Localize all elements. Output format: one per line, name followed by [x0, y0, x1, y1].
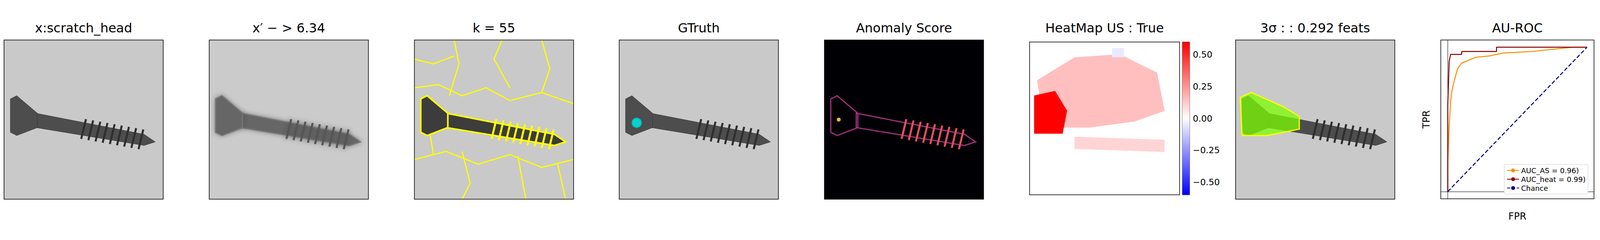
svg-text:HeatMap US : True: HeatMap US : True: [1045, 20, 1164, 36]
svg-text:x:scratch_head: x:scratch_head: [34, 20, 132, 36]
svg-text:TPR: TPR: [1420, 110, 1432, 130]
svg-text:−0.50: −0.50: [1192, 177, 1220, 188]
svg-text:0.50: 0.50: [1192, 49, 1213, 60]
svg-text:0.25: 0.25: [1192, 81, 1213, 92]
svg-text:3σ : : 0.292 feats: 3σ : : 0.292 feats: [1260, 20, 1370, 36]
svg-text:−0.25: −0.25: [1192, 145, 1220, 156]
svg-text:AU-ROC: AU-ROC: [1492, 20, 1543, 36]
svg-text:Chance: Chance: [1521, 184, 1548, 193]
svg-text:GTruth: GTruth: [678, 20, 720, 36]
svg-text:0.00: 0.00: [1192, 113, 1213, 124]
svg-text:AUC_heat = 0.99): AUC_heat = 0.99): [1521, 175, 1586, 184]
svg-text:x′ − > 6.34: x′ − > 6.34: [252, 20, 326, 36]
svg-text:FPR: FPR: [1508, 210, 1527, 222]
svg-text:Anomaly Score: Anomaly Score: [856, 20, 952, 36]
svg-text:AUC_AS = 0.96): AUC_AS = 0.96): [1521, 166, 1579, 176]
svg-text:k = 55: k = 55: [472, 20, 516, 36]
